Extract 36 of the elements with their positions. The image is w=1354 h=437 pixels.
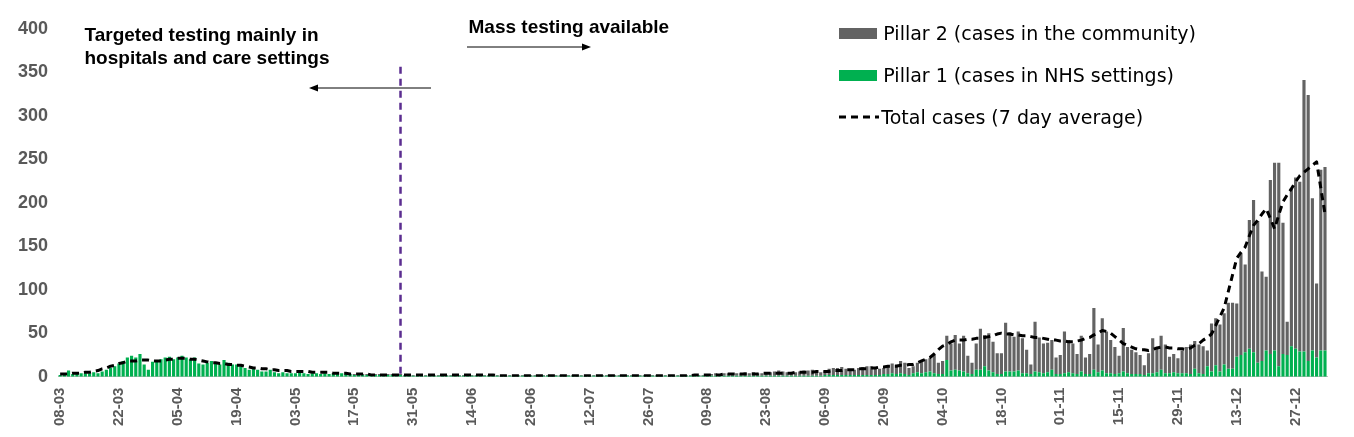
x-tick-label: 20-09 bbox=[873, 387, 891, 427]
x-tick-label: 22-03 bbox=[109, 387, 127, 427]
x-tick-label: 19-04 bbox=[226, 386, 244, 427]
y-tick-label: 150 bbox=[17, 235, 49, 256]
x-tick-label: 04-10 bbox=[932, 387, 950, 427]
x-tick-label: 29-11 bbox=[1168, 387, 1186, 426]
x-tick-label: 03-05 bbox=[285, 387, 303, 427]
x-tick-label: 08-03 bbox=[50, 387, 68, 427]
x-tick-label: 31-05 bbox=[403, 387, 421, 427]
legend-label: Pillar 1 (cases in NHS settings) bbox=[883, 64, 1174, 86]
y-tick-label: 0 bbox=[38, 365, 49, 386]
x-tick-label: 12-07 bbox=[579, 387, 597, 427]
y-tick-label: 50 bbox=[28, 322, 49, 343]
x-tick-label: 05-04 bbox=[167, 386, 185, 427]
annotation: Mass testing available bbox=[468, 15, 670, 37]
y-tick-label: 300 bbox=[17, 104, 49, 125]
x-tick-label: 23-08 bbox=[756, 387, 774, 427]
x-tick-label: 09-08 bbox=[697, 387, 715, 427]
x-tick-label: 15-11 bbox=[1109, 387, 1127, 426]
x-tick-label: 26-07 bbox=[638, 387, 656, 427]
x-tick-label: 01-11 bbox=[1050, 387, 1068, 426]
x-tick-label: 27-12 bbox=[1285, 387, 1303, 427]
x-tick-label: 18-10 bbox=[991, 387, 1009, 427]
y-tick-label: 200 bbox=[17, 191, 49, 212]
y-tick-label: 400 bbox=[17, 17, 49, 38]
y-tick-label: 100 bbox=[17, 278, 49, 299]
x-tick-label: 14-06 bbox=[462, 387, 480, 427]
x-tick-label: 13-12 bbox=[1226, 387, 1244, 427]
x-tick-label: 06-09 bbox=[815, 387, 833, 427]
legend-label: Pillar 2 (cases in the community) bbox=[883, 22, 1196, 44]
y-tick-label: 350 bbox=[17, 61, 49, 82]
x-tick-label: 17-05 bbox=[344, 387, 362, 427]
y-tick-label: 250 bbox=[17, 148, 49, 169]
x-tick-label: 28-06 bbox=[520, 387, 538, 427]
annotation: Targeted testing mainly in hospitals and care settings bbox=[84, 23, 330, 68]
legend-label: Total cases (7 day average) bbox=[881, 106, 1144, 128]
